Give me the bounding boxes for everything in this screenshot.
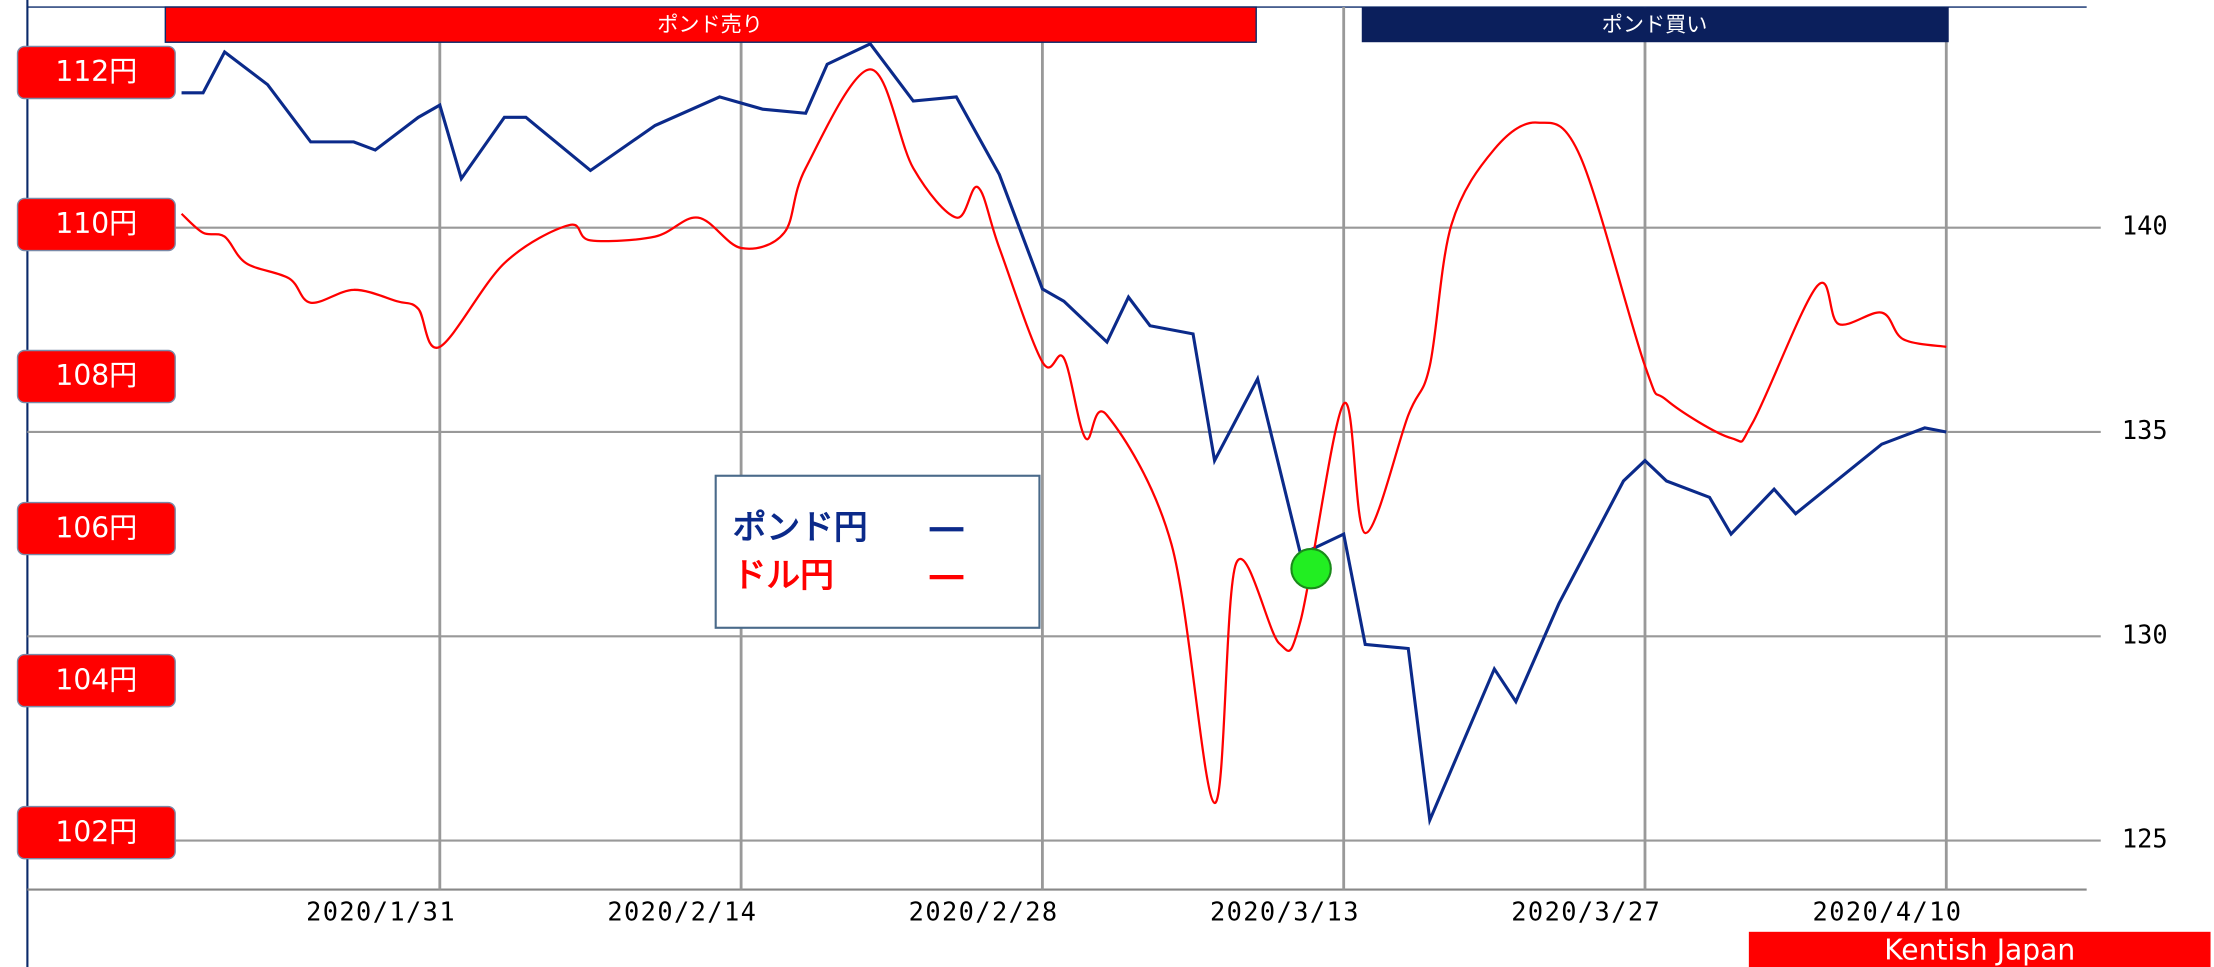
y2-tick-label: 140: [2122, 211, 2168, 241]
y2-tick-label: 125: [2122, 824, 2168, 854]
buy-banner: [1361, 7, 1949, 43]
y-tick-label: 112円: [55, 55, 137, 88]
y-tick-badge: [16, 501, 176, 556]
background: [3, 0, 2211, 967]
y-tick-label: 108円: [55, 359, 137, 392]
x-tick-label: 2020/3/13: [1210, 897, 1360, 927]
series-line: [181, 41, 1947, 826]
x-tick-label: 2020/2/28: [909, 897, 1059, 927]
x-tick-label: 2020/4/10: [1813, 897, 1963, 927]
y-tick-label: 102円: [55, 815, 137, 848]
y-tick-badge: [16, 197, 176, 252]
y-tick-badge: [16, 805, 176, 860]
y-tick-badge: [16, 653, 176, 708]
grid: 2020/1/31 2020/2/14 2020/2/28 2020/3/13 2020…: [16, 7, 2168, 927]
y-tick-label: 106円: [55, 511, 137, 544]
legend-label: ドル円: [733, 556, 834, 595]
sell-banner-text: ポンド売り: [657, 11, 763, 36]
highlight-dot: [1290, 547, 1332, 590]
x-tick-label: 2020/1/31: [306, 897, 456, 927]
series-line: [180, 68, 1947, 805]
legend-label: ポンド円: [733, 508, 868, 547]
lines: [180, 41, 1947, 826]
watermark-box: [1748, 931, 2211, 967]
y2-tick-label: 135: [2122, 415, 2168, 445]
y-tick-label: 104円: [55, 663, 137, 696]
y-tick-badge: [16, 45, 176, 100]
legend-box: [714, 474, 1041, 629]
y2-tick-label: 130: [2122, 619, 2168, 649]
buy-banner-text: ポンド買い: [1602, 11, 1708, 36]
y-tick-badge: [16, 349, 176, 404]
x-tick-label: 2020/2/14: [607, 897, 757, 927]
sell-banner: [164, 6, 1257, 43]
x-tick-label: 2020/3/27: [1511, 897, 1661, 927]
y-tick-label: 110円: [55, 207, 137, 240]
watermark: Kentish Japan: [1884, 934, 2075, 967]
